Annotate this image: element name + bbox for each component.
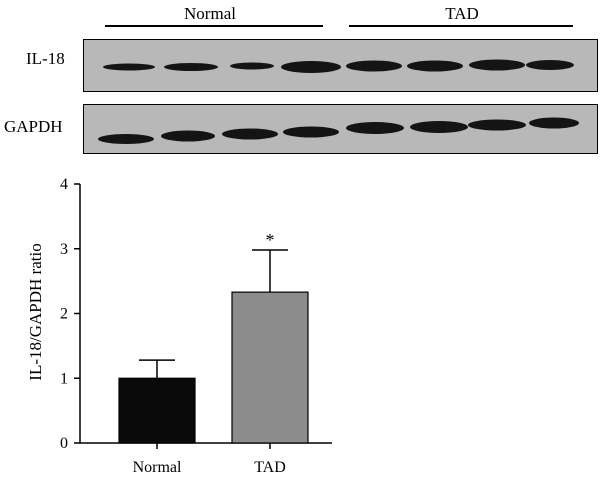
group-label-normal: Normal (184, 4, 236, 23)
band (161, 130, 215, 142)
blot-label-gapdh: GAPDH (4, 117, 63, 136)
y-tick-label: 3 (60, 241, 68, 258)
y-tick-label: 2 (60, 306, 68, 323)
band (230, 62, 274, 70)
y-axis-title: IL-18/GAPDH ratio (26, 243, 45, 380)
group-label-tad: TAD (445, 4, 479, 23)
band (346, 122, 404, 134)
band (346, 60, 402, 72)
band (222, 128, 278, 140)
y-tick-label: 1 (60, 370, 68, 387)
bar-tad (231, 291, 309, 444)
blot-panel-gapdh (83, 104, 598, 154)
x-tick-label: TAD (254, 459, 286, 476)
group-line-tad (349, 25, 573, 27)
band (283, 126, 339, 138)
band (468, 119, 526, 131)
band (526, 60, 574, 70)
y-axis: 0 1 2 3 4 (60, 176, 81, 452)
band (410, 121, 468, 133)
x-tick-label: Normal (133, 459, 182, 476)
band (281, 61, 341, 73)
band (529, 117, 579, 129)
significance-marker: * (266, 230, 275, 250)
band (103, 63, 155, 71)
blot-panel-il18 (83, 39, 598, 92)
blot-bands-il18 (103, 59, 574, 73)
band (469, 59, 525, 71)
blot-bands-gapdh (98, 117, 579, 144)
group-line-normal (105, 25, 323, 27)
y-tick-label: 0 (60, 435, 68, 452)
band (407, 60, 463, 72)
x-axis: Normal TAD (80, 442, 332, 476)
blot-label-il18: IL-18 (26, 49, 65, 68)
y-tick-label: 4 (60, 176, 68, 193)
bar-normal (118, 377, 196, 444)
band (164, 63, 218, 71)
bars: * (118, 230, 309, 444)
band (98, 134, 154, 144)
